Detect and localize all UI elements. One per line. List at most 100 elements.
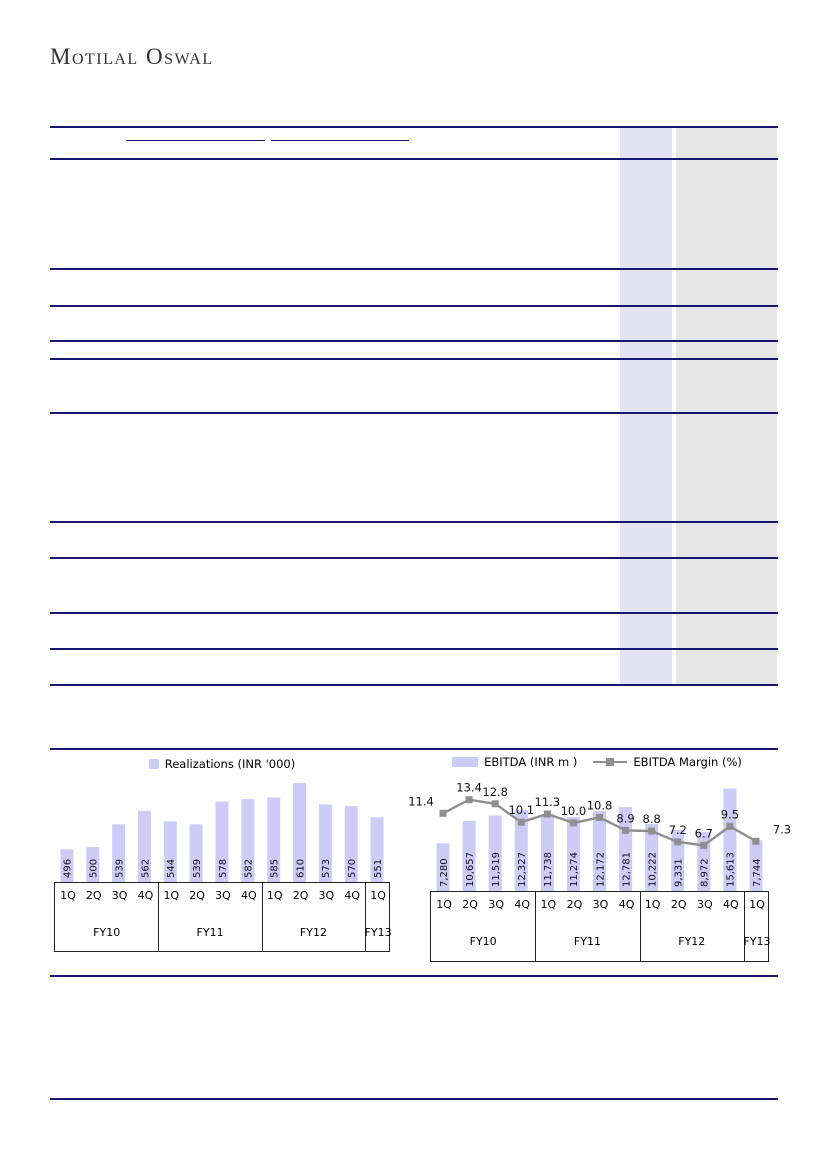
bar — [86, 847, 100, 882]
margin-value-label: 13.4 — [456, 781, 482, 795]
bar-value-label: 12,781 — [621, 852, 632, 887]
bar-value-label: 12,172 — [595, 852, 606, 887]
line-marker — [491, 800, 499, 808]
line-marker — [543, 810, 551, 818]
fiscal-year-label: FY10 — [93, 926, 121, 939]
quarter-label: 1Q — [540, 898, 557, 911]
bar-value-label: 12,327 — [517, 852, 528, 887]
bar-value-label: 570 — [347, 859, 358, 878]
bar-value-label: 585 — [269, 859, 280, 878]
quarter-label: 3Q — [696, 898, 713, 911]
line-marker — [752, 837, 760, 845]
bar — [514, 810, 528, 891]
section-rule-top — [50, 748, 778, 750]
bar — [566, 817, 580, 891]
fiscal-year-label: FY11 — [573, 935, 601, 948]
realizations-axis: FY10 FY11 FY12 FY13 1Q 2Q 3Q 4Q 1Q 2Q 3Q 4Q 1Q 2Q 3Q 4Q… — [54, 882, 392, 952]
margin-value-label: 7.2 — [669, 823, 687, 837]
bar — [60, 849, 74, 882]
bar — [215, 801, 229, 882]
bar-value-label: 539 — [192, 859, 203, 878]
line-marker — [700, 841, 708, 849]
bar — [189, 824, 203, 882]
legend-label: EBITDA (INR m ) — [484, 755, 578, 769]
margin-value-label: 12.8 — [482, 785, 508, 799]
legend-bar-swatch-icon — [452, 757, 479, 767]
bar — [112, 824, 126, 882]
quarter-label: 4Q — [618, 898, 635, 911]
quarter-label: 3Q — [318, 889, 335, 902]
margin-value-label: 9.5 — [721, 807, 739, 821]
margin-value-label: 8.9 — [616, 811, 634, 825]
brand-logo: Motilal Oswal — [50, 44, 214, 69]
fiscal-year-label: FY13 — [364, 926, 392, 939]
axis-group-divider — [158, 883, 160, 951]
line-marker — [648, 827, 656, 835]
fiscal-year-label: FY12 — [299, 926, 327, 939]
quarter-label: 3Q — [488, 898, 505, 911]
bar-value-label: 551 — [373, 859, 384, 878]
bar — [619, 807, 633, 891]
quarter-label: 1Q — [266, 889, 283, 902]
fiscal-year-label: FY13 — [743, 935, 771, 948]
bar — [370, 817, 384, 882]
bar-value-label: 544 — [166, 859, 177, 878]
bar — [344, 806, 358, 882]
quarter-label: 4Q — [723, 898, 739, 911]
margin-value-label: 10.8 — [587, 798, 613, 812]
legend-label: EBITDA Margin (%) — [633, 755, 742, 769]
bar — [540, 813, 554, 891]
bar — [293, 782, 307, 882]
quarter-label: 1Q — [60, 889, 76, 902]
quarter-label: 2Q — [189, 889, 205, 902]
table-rule — [50, 412, 778, 414]
line-marker — [439, 809, 447, 817]
bar — [488, 815, 502, 891]
margin-value-label: 10.0 — [561, 804, 587, 818]
quarter-label: 4Q — [344, 889, 361, 902]
axis-group-divider — [743, 892, 745, 961]
table-rule — [50, 305, 778, 307]
quarter-label: 4Q — [241, 889, 257, 902]
legend-entry: EBITDA Margin (%) — [593, 755, 742, 769]
bar-value-label: 11,738 — [543, 852, 554, 887]
bar-value-label: 496 — [63, 859, 74, 878]
bar — [671, 829, 685, 891]
header-underline — [126, 140, 265, 142]
ebitda-legend: EBITDA (INR m ) EBITDA Margin (%) — [424, 755, 770, 769]
legend-label: Realizations (INR '000) — [164, 757, 296, 771]
bar — [318, 804, 332, 882]
table-rule — [50, 612, 778, 614]
quarter-label: 2Q — [566, 898, 583, 911]
quarter-label: 3Q — [215, 889, 231, 902]
margin-value-label: 10.1 — [508, 803, 534, 817]
margin-value-label: 6.7 — [695, 826, 713, 840]
quarter-label: 4Q — [514, 898, 531, 911]
axis-group-divider — [365, 883, 367, 951]
quarter-label: 2Q — [462, 898, 478, 911]
quarter-label: 3Q — [592, 898, 609, 911]
fiscal-year-label: FY10 — [469, 935, 497, 948]
bar — [436, 843, 450, 891]
legend-bar-swatch-icon — [148, 759, 159, 769]
quarter-label: 2Q — [85, 889, 102, 902]
line-marker — [569, 819, 577, 827]
table-rule — [50, 340, 778, 342]
table-rule — [50, 521, 778, 523]
line-marker — [596, 813, 603, 821]
bar-value-label: 10,657 — [465, 852, 476, 887]
margin-line — [442, 798, 757, 847]
line-marker — [726, 822, 734, 830]
quarter-label: 1Q — [370, 889, 386, 902]
table-rule — [50, 684, 778, 686]
section-rule-bottom — [50, 975, 778, 977]
quarter-label: 1Q — [436, 898, 452, 911]
bar — [241, 799, 255, 882]
bar-value-label: 7,280 — [439, 858, 450, 887]
bar-value-label: 562 — [140, 859, 151, 878]
fiscal-year-label: FY12 — [678, 935, 706, 948]
bar-value-label: 7,744 — [752, 858, 763, 887]
bar-value-label: 582 — [244, 859, 255, 878]
axis-group-divider — [535, 892, 537, 961]
axis-group-divider — [261, 883, 263, 951]
